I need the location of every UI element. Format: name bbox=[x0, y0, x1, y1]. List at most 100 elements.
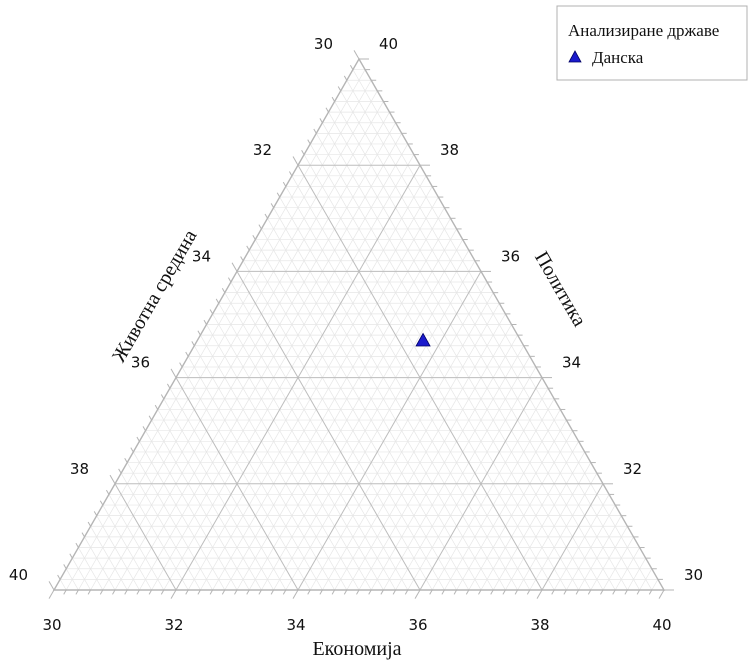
left-axis-minor-tick bbox=[75, 542, 79, 548]
minor-grid-line bbox=[224, 292, 396, 591]
minor-grid-line bbox=[431, 388, 549, 591]
bottom-axis-minor-tick bbox=[63, 589, 67, 595]
left-axis-minor-tick bbox=[69, 553, 73, 559]
minor-grid-line bbox=[407, 366, 537, 591]
left-axis-major-tick bbox=[170, 368, 177, 378]
left-axis-minor-tick bbox=[154, 404, 159, 410]
left-axis-minor-tick bbox=[118, 468, 122, 474]
data-point-triangle bbox=[415, 332, 431, 347]
bottom-axis-tick-label: 30 bbox=[42, 616, 61, 634]
bottom-axis-minor-tick bbox=[551, 589, 555, 595]
axis-title-environment: Животна средина bbox=[108, 226, 202, 366]
minor-grid-line bbox=[315, 133, 579, 591]
bottom-axis-minor-tick bbox=[270, 589, 275, 595]
legend-marker-triangle bbox=[568, 50, 582, 63]
bottom-axis-minor-tick bbox=[648, 589, 653, 595]
bottom-axis-minor-tick bbox=[197, 589, 201, 595]
minor-grid-line bbox=[59, 579, 67, 591]
left-axis-minor-tick bbox=[325, 107, 329, 113]
bottom-axis-minor-tick bbox=[136, 589, 140, 595]
minor-grid-line bbox=[627, 557, 647, 591]
minor-grid-line bbox=[352, 69, 653, 591]
right-axis-tick-label: 36 bbox=[501, 247, 520, 265]
bottom-axis-tick-label: 36 bbox=[408, 616, 427, 634]
minor-grid-line bbox=[590, 526, 628, 591]
minor-grid-line bbox=[84, 536, 116, 591]
minor-grid-line bbox=[480, 430, 573, 591]
bottom-axis-minor-tick bbox=[526, 589, 531, 595]
minor-grid-line bbox=[334, 303, 500, 591]
bottom-axis-minor-tick bbox=[514, 589, 519, 595]
left-axis-minor-tick bbox=[270, 203, 275, 208]
left-axis-minor-tick bbox=[185, 351, 189, 357]
left-axis-major-tick bbox=[292, 156, 299, 166]
minor-grid-line bbox=[151, 419, 250, 591]
bottom-axis-tick-label: 40 bbox=[652, 616, 671, 634]
bottom-axis-minor-tick bbox=[356, 589, 360, 595]
minor-grid-line bbox=[254, 239, 457, 591]
minor-grid-line bbox=[65, 568, 79, 591]
left-axis-minor-tick bbox=[282, 181, 287, 187]
bottom-axis-minor-tick bbox=[624, 589, 628, 595]
tick-labels: 30 32 34 36 38 40 30 32 34 36 38 40 30 32 34 36 38 40 bbox=[9, 35, 703, 634]
legend: Анализиране државе Данска bbox=[556, 5, 748, 81]
bottom-axis-tick-label: 32 bbox=[164, 616, 183, 634]
bottom-axis-minor-tick bbox=[575, 589, 580, 595]
minor-grid-line bbox=[242, 260, 433, 591]
left-axis-minor-tick bbox=[81, 532, 85, 538]
bottom-axis-minor-tick bbox=[429, 589, 433, 595]
minor-grid-line bbox=[187, 175, 427, 591]
minor-grid-line bbox=[120, 473, 189, 591]
left-axis-minor-tick bbox=[349, 65, 354, 70]
left-axis-tick-label: 32 bbox=[253, 141, 272, 159]
axis-title-politics: Политика bbox=[530, 248, 590, 331]
axis-title-economy: Економија bbox=[312, 638, 401, 660]
major-grid-line bbox=[175, 377, 299, 591]
left-axis-minor-tick bbox=[130, 447, 134, 453]
right-axis-tick-label: 32 bbox=[623, 460, 642, 478]
bottom-axis-minor-tick bbox=[380, 589, 384, 595]
minor-grid-line bbox=[383, 345, 525, 591]
minor-grid-line bbox=[285, 260, 476, 591]
minor-grid-line bbox=[145, 430, 238, 591]
left-axis-minor-tick bbox=[313, 128, 317, 134]
bottom-axis-minor-tick bbox=[368, 589, 372, 595]
major-grid-line bbox=[419, 377, 543, 591]
minor-grid-line bbox=[218, 303, 384, 591]
bottom-axis-major-tick bbox=[170, 589, 177, 599]
left-axis-minor-tick bbox=[264, 213, 268, 219]
bottom-axis-minor-tick bbox=[343, 589, 348, 595]
minor-grid-line bbox=[456, 409, 561, 591]
minor-grid-line bbox=[187, 356, 323, 591]
bottom-axis-minor-tick bbox=[441, 589, 445, 595]
minor-grid-line bbox=[261, 239, 464, 591]
left-axis-minor-tick bbox=[203, 319, 207, 325]
bottom-axis-minor-tick bbox=[563, 589, 567, 595]
left-axis-minor-tick bbox=[258, 224, 262, 230]
minor-grid-line bbox=[322, 292, 494, 591]
legend-title: Анализиране државе bbox=[568, 21, 719, 40]
minor-grid-line bbox=[71, 557, 91, 591]
minor-grid-line bbox=[90, 90, 378, 591]
bottom-axis-minor-tick bbox=[209, 589, 214, 595]
minor-grid-line bbox=[212, 196, 439, 591]
minor-grid bbox=[59, 69, 659, 591]
left-axis-minor-tick bbox=[227, 277, 232, 283]
bottom-axis-minor-tick bbox=[221, 589, 226, 595]
bottom-axis-major-tick bbox=[536, 589, 543, 599]
major-grid-line bbox=[114, 483, 177, 591]
minor-grid-line bbox=[340, 90, 628, 591]
left-axis-minor-tick bbox=[87, 521, 92, 527]
minor-grid-line bbox=[267, 218, 482, 591]
bottom-axis-major-tick bbox=[292, 589, 299, 599]
left-axis-tick-label: 34 bbox=[192, 247, 211, 265]
minor-grid-line bbox=[139, 133, 403, 591]
bottom-axis-minor-tick bbox=[331, 589, 336, 595]
minor-grid-line bbox=[114, 111, 390, 591]
bottom-axis-minor-tick bbox=[636, 589, 641, 595]
minor-grid-line bbox=[273, 249, 470, 591]
minor-grid-line bbox=[102, 504, 152, 591]
minor-grid-line bbox=[90, 526, 128, 591]
minor-grid-line bbox=[248, 249, 445, 591]
left-axis-minor-tick bbox=[99, 500, 104, 506]
